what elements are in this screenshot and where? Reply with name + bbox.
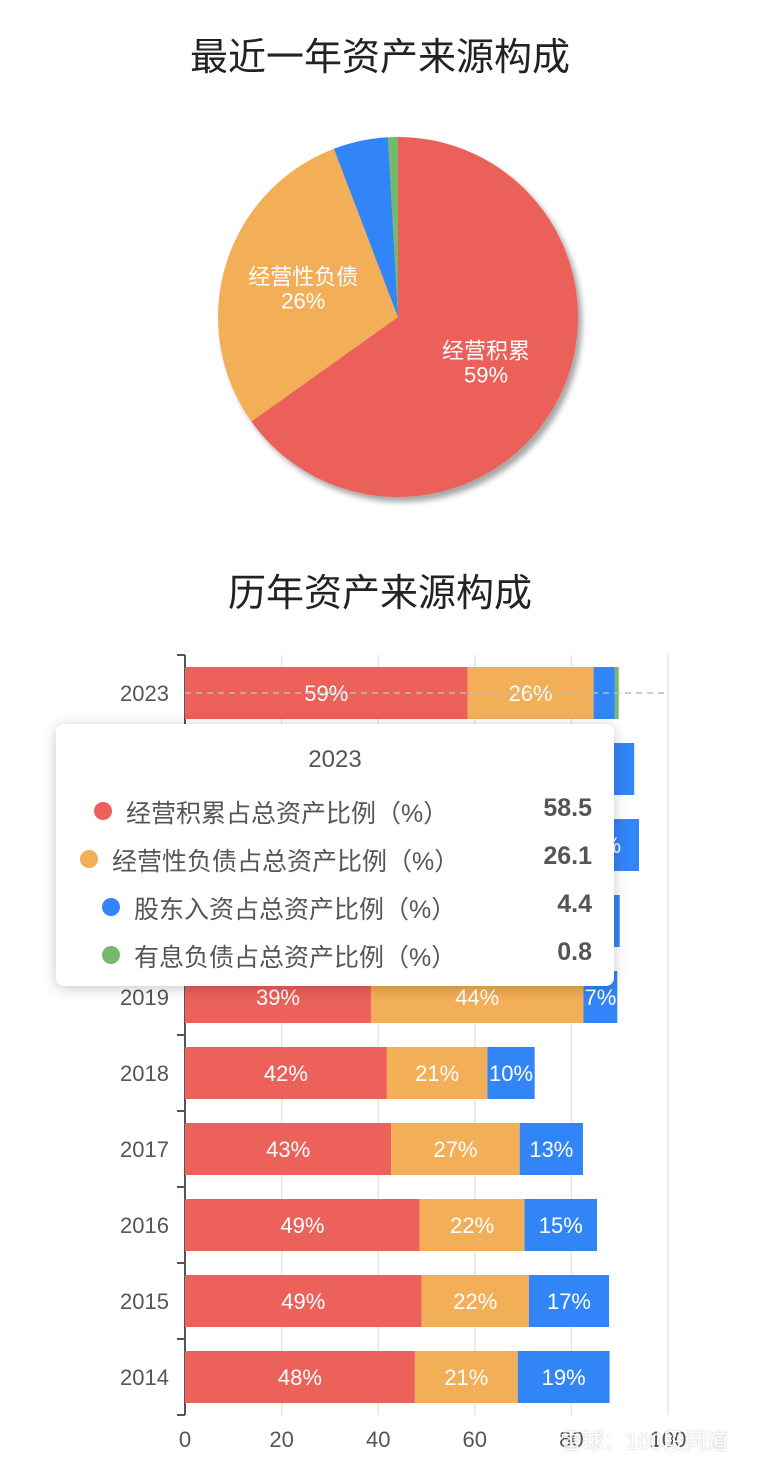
tooltip-label: 有息负债占总资产比例（%） (134, 944, 457, 972)
y-tick-label: 2023 (120, 681, 169, 706)
pie-chart-title: 最近一年资产来源构成 (189, 35, 570, 79)
x-tick-label: 100 (650, 1427, 687, 1452)
y-tick-label: 2018 (120, 1061, 169, 1086)
bar-segment[interactable] (419, 1199, 525, 1251)
y-tick-label: 2019 (120, 985, 169, 1010)
bar-data-label: 21% (415, 1061, 459, 1086)
bar-data-label: 22% (450, 1213, 494, 1238)
tooltip-value: 26.1 (543, 842, 592, 870)
pie-slice[interactable] (333, 137, 398, 317)
bar-segment[interactable] (421, 1275, 529, 1327)
bar-segment[interactable] (185, 1275, 422, 1327)
legend-dot-icon (80, 850, 98, 868)
bar-chart-title: 历年资产来源构成 (227, 571, 532, 615)
tooltip-label: 股东入资占总资产比例（%） (134, 896, 457, 924)
tooltip-row: 有息负债占总资产比例（%） 0.8 (56, 934, 614, 974)
bar-data-label: 21% (444, 1365, 488, 1390)
legend-dot-icon (94, 802, 112, 820)
bar-data-label: 49% (280, 1213, 324, 1238)
tooltip-value: 0.8 (557, 938, 592, 966)
tooltip-row: 经营性负债占总资产比例（%） 26.1 (56, 838, 614, 878)
bar-data-label: 27% (433, 1137, 477, 1162)
x-tick-label: 0 (179, 1427, 191, 1452)
chart-tooltip: 2023 经营积累占总资产比例（%） 58.5 经营性负债占总资产比例（%） 2… (56, 724, 614, 986)
bar-segment[interactable] (185, 1351, 415, 1403)
y-tick-label: 2016 (120, 1213, 169, 1238)
tooltip-value: 58.5 (543, 794, 592, 822)
bar-segment[interactable] (185, 1123, 392, 1175)
bar-data-label: 13% (529, 1137, 573, 1162)
pie-slice[interactable] (218, 148, 398, 422)
pie-slice[interactable] (251, 137, 578, 497)
x-tick-label: 40 (366, 1427, 390, 1452)
legend-dot-icon (102, 898, 120, 916)
bar-data-label: 10% (489, 1061, 533, 1086)
y-tick-label: 2017 (120, 1137, 169, 1162)
bar-segment[interactable] (391, 1123, 520, 1175)
tooltip-label: 经营积累占总资产比例（%） (126, 800, 449, 828)
x-tick-label: 60 (463, 1427, 487, 1452)
watermark: 雪球：100段问道 (560, 1429, 729, 1454)
bar-data-label: 44% (455, 985, 499, 1010)
bar-data-label: 15% (539, 1213, 583, 1238)
tooltip-row: 股东入资占总资产比例（%） 4.4 (56, 886, 614, 926)
bar-data-label: 22% (453, 1289, 497, 1314)
bar-data-label: 17% (547, 1289, 591, 1314)
bar-segment[interactable] (185, 1199, 420, 1251)
y-tick-label: 2014 (120, 1365, 169, 1390)
tooltip-row: 经营积累占总资产比例（%） 58.5 (56, 790, 614, 830)
bar-data-label: 49% (281, 1289, 325, 1314)
pie-slice[interactable] (387, 137, 398, 317)
x-tick-label: 80 (559, 1427, 583, 1452)
bar-data-label: 42% (264, 1061, 308, 1086)
legend-dot-icon (102, 946, 120, 964)
pie-slice-name: 经营性负债 (248, 264, 358, 289)
bar-segment[interactable] (517, 1351, 610, 1403)
pie-slice-label: 26% (281, 288, 325, 313)
bar-segment[interactable] (524, 1199, 597, 1251)
bar-segment[interactable] (487, 1047, 535, 1099)
bar-segment[interactable] (519, 1123, 583, 1175)
bar-segment[interactable] (528, 1275, 610, 1327)
bar-data-label: 48% (278, 1365, 322, 1390)
pie-slice-label: 59% (464, 362, 508, 387)
bar-segment[interactable] (386, 1047, 488, 1099)
bar-data-label: 7% (584, 985, 616, 1010)
tooltip-value: 4.4 (557, 890, 592, 918)
bar-segment[interactable] (414, 1351, 518, 1403)
y-tick-label: 2015 (120, 1289, 169, 1314)
bar-data-label: 19% (542, 1365, 586, 1390)
pie-slice-name: 经营积累 (442, 338, 530, 363)
bar-segment[interactable] (185, 1047, 387, 1099)
tooltip-label: 经营性负债占总资产比例（%） (112, 848, 460, 876)
bar-data-label: 43% (266, 1137, 310, 1162)
x-tick-label: 20 (269, 1427, 293, 1452)
bar-data-label: 39% (256, 985, 300, 1010)
tooltip-title: 2023 (308, 746, 362, 773)
